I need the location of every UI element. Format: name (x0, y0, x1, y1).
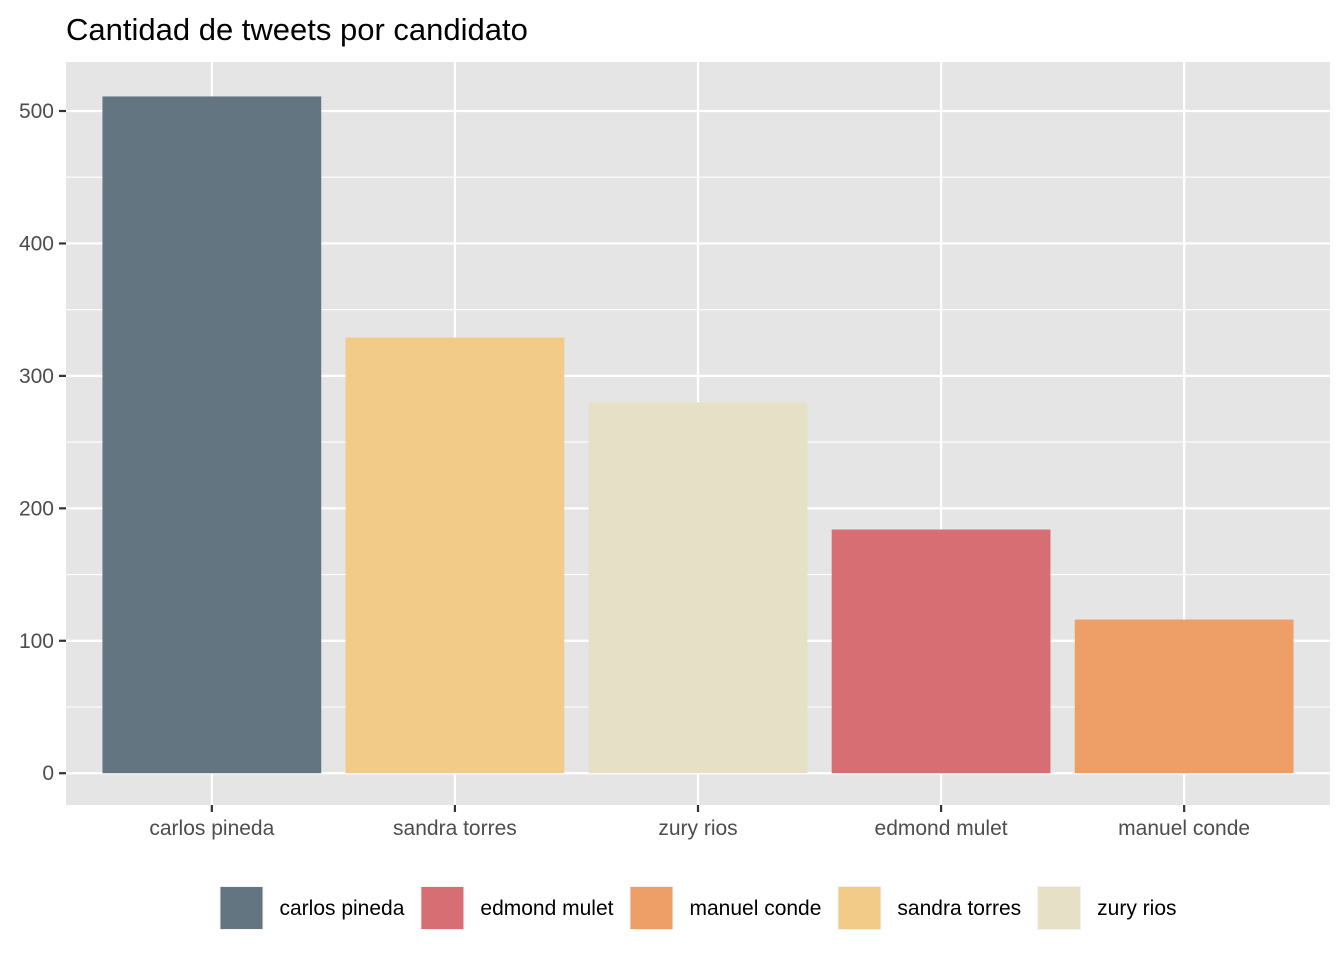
legend-label: zury rios (1097, 897, 1176, 920)
x-tick-label: manuel conde (1118, 817, 1250, 840)
bar-carlos-pineda (102, 96, 322, 774)
x-tick-label: edmond mulet (875, 817, 1008, 840)
legend-swatch (1038, 887, 1081, 929)
y-axis: 0 100 200 300 400 500 (19, 100, 66, 785)
y-tick-label: 300 (19, 365, 54, 388)
legend-item-manuel-conde: manuel conde (629, 886, 821, 930)
y-tick-label: 400 (19, 232, 54, 255)
chart-title: Cantidad de tweets por candidato (66, 12, 528, 47)
legend-swatch (220, 887, 263, 929)
legend-swatch (630, 887, 673, 929)
bar-sandra-torres (345, 337, 565, 774)
x-tick-label: carlos pineda (149, 817, 274, 840)
legend-label: carlos pineda (279, 897, 404, 920)
y-tick-label: 200 (19, 497, 54, 520)
legend-item-carlos-pineda: carlos pineda (219, 886, 405, 930)
y-tick-label: 0 (42, 762, 54, 785)
y-tick-label: 100 (19, 630, 54, 653)
y-tick-label: 500 (19, 100, 54, 123)
legend-label: manuel conde (689, 897, 821, 920)
legend-label: edmond mulet (480, 897, 613, 920)
x-tick-label: zury rios (658, 817, 737, 840)
legend-label: sandra torres (897, 897, 1021, 920)
plot-panel (66, 62, 1330, 805)
bar-zury-rios (588, 402, 808, 774)
legend-swatch (421, 887, 464, 929)
x-axis: carlos pineda sandra torres zury rios edmon… (149, 805, 1250, 840)
legend: carlos pineda edmond mulet manuel conde san… (219, 886, 1177, 930)
legend-item-sandra-torres: sandra torres (837, 886, 1021, 930)
bar-manuel-conde (1074, 619, 1294, 774)
legend-swatch (838, 887, 881, 929)
x-tick-label: sandra torres (393, 817, 517, 840)
legend-item-zury-rios: zury rios (1037, 886, 1177, 930)
legend-item-edmond-mulet: edmond mulet (420, 886, 614, 930)
bar-edmond-mulet (831, 529, 1051, 774)
